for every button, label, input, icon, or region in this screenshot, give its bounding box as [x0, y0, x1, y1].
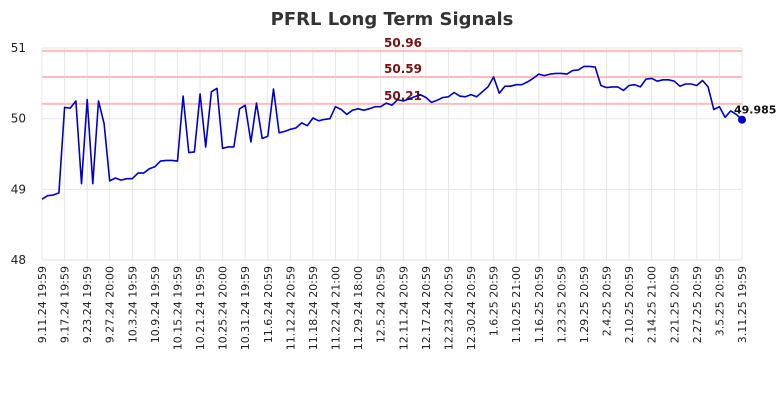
- x-tick-label: 1.23.25 20:59: [555, 266, 568, 343]
- x-tick-label: 11.18.24 20:59: [307, 266, 320, 350]
- x-tick-label: 1.6.25 20:59: [488, 266, 501, 336]
- y-tick-label: 48: [11, 253, 26, 267]
- x-tick-label: 11.6.24 20:59: [262, 266, 275, 343]
- x-tick-label: 1.10.25 21:00: [510, 266, 523, 343]
- reference-line-label: 50.59: [384, 62, 422, 76]
- x-tick-label: 10.15.24 19:59: [171, 266, 184, 350]
- x-tick-label: 10.25.24 20:00: [217, 266, 230, 350]
- x-tick-label: 3.5.25 20:59: [713, 266, 726, 336]
- x-tick-label: 11.29.24 18:00: [352, 266, 365, 350]
- x-tick-label: 3.11.25 19:59: [736, 266, 749, 343]
- x-tick-label: 10.21.24 19:59: [194, 266, 207, 350]
- x-tick-label: 9.11.24 19:59: [36, 266, 49, 343]
- reference-lines: 50.96 50.59 50.21: [42, 36, 742, 105]
- x-tick-label: 1.16.25 20:59: [533, 266, 546, 343]
- x-tick-label: 9.27.24 20:00: [104, 266, 117, 343]
- series-line: [41, 65, 743, 200]
- x-tick-label: 10.3.24 19:59: [126, 266, 139, 343]
- x-tick-label: 12.11.24 20:59: [397, 266, 410, 350]
- y-tick-label: 49: [11, 182, 26, 196]
- x-tick-label: 2.4.25 20:59: [601, 266, 614, 336]
- chart-title: PFRL Long Term Signals: [271, 9, 514, 30]
- reference-line-label: 50.96: [384, 36, 422, 50]
- series: [41, 65, 743, 200]
- x-axis: 9.11.24 19:59 9.17.24 19:59 9.23.24 19:59 9…: [36, 266, 749, 350]
- x-tick-label: 12.23.24 20:59: [442, 266, 455, 350]
- y-tick-label: 50: [11, 112, 26, 126]
- annotations: 49.985: [734, 104, 776, 124]
- x-tick-label: 2.10.25 20:59: [623, 266, 636, 343]
- last-value-label: 49.985: [734, 104, 776, 117]
- x-tick-label: 9.23.24 19:59: [81, 266, 94, 343]
- last-point-marker: [738, 115, 746, 124]
- x-tick-label: 10.31.24 19:59: [239, 266, 252, 350]
- x-tick-label: 10.9.24 19:59: [149, 266, 162, 343]
- x-tick-label: 11.22.24 21:00: [330, 266, 343, 350]
- x-tick-label: 12.30.24 20:59: [465, 266, 478, 350]
- x-tick-label: 2.21.25 20:59: [668, 266, 681, 343]
- x-tick-label: 11.12.24 20:59: [284, 266, 297, 350]
- grid: [41, 47, 743, 261]
- x-tick-label: 9.17.24 19:59: [59, 266, 72, 343]
- y-axis: 48 49 50 51: [11, 41, 26, 267]
- x-tick-label: 12.17.24 20:59: [420, 266, 433, 350]
- reference-line-label: 50.21: [384, 89, 422, 103]
- x-tick-label: 2.27.25 20:59: [691, 266, 704, 343]
- x-tick-label: 2.14.25 21:00: [646, 266, 659, 343]
- y-tick-label: 51: [11, 41, 26, 55]
- x-tick-label: 12.5.24 20:59: [375, 266, 388, 343]
- x-tick-label: 1.29.25 20:59: [578, 266, 591, 343]
